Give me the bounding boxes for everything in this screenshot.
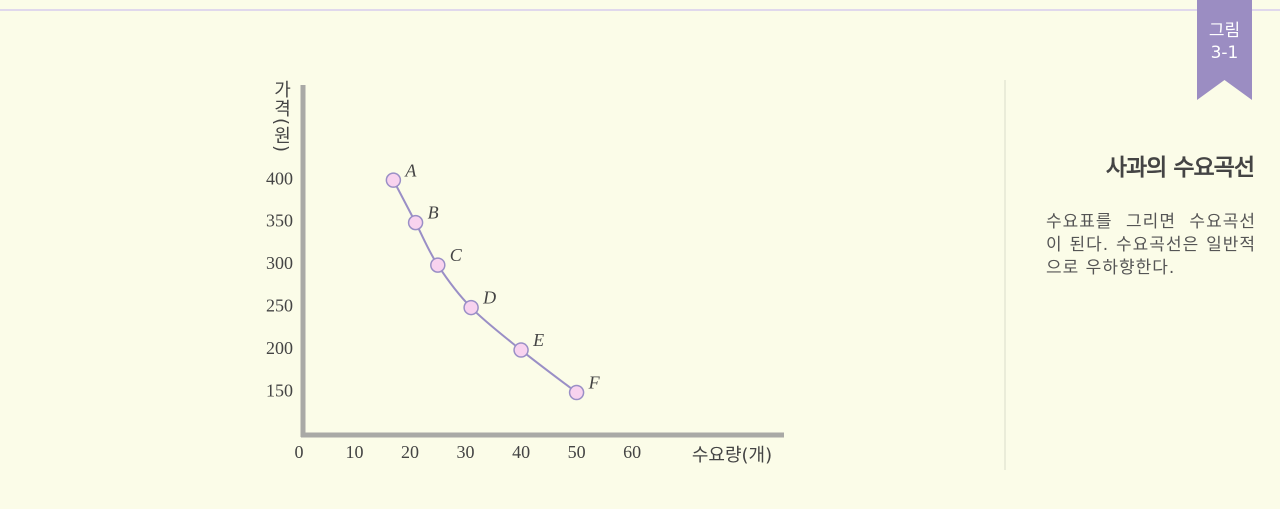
- x-tick-label: 20: [401, 442, 419, 462]
- figure-tag-line: 그림: [1208, 21, 1241, 41]
- point-label: E: [532, 330, 544, 350]
- x-tick-label: 10: [346, 442, 364, 462]
- y-tick-label: 250: [266, 296, 293, 316]
- point-label: A: [404, 160, 417, 180]
- point-label: B: [428, 203, 439, 223]
- side-title: 사과의 수요곡선: [1105, 155, 1255, 181]
- figure-tag: 그림 3-1: [1197, 20, 1252, 64]
- x-tick-label: 50: [568, 442, 586, 462]
- y-tick-label: 300: [266, 253, 293, 273]
- data-point: [568, 384, 585, 401]
- point-label: C: [450, 245, 463, 265]
- y-tick-label: 400: [266, 168, 293, 188]
- data-point: [407, 214, 424, 231]
- point-label: D: [482, 288, 496, 308]
- y-axis-label: 가격(원): [271, 80, 292, 153]
- y-tick-label: 200: [266, 338, 293, 358]
- data-point: [513, 342, 529, 358]
- figure-tag-line: 3-1: [1210, 43, 1239, 63]
- figure-ribbon: [1197, 0, 1252, 100]
- plot: 150 200 250 300 350 400 0 10 20 30 40 50 60 수요량(개) 가격(…: [266, 80, 784, 466]
- demand-curve: [392, 179, 578, 394]
- data-point: [385, 172, 402, 188]
- point-label: F: [588, 373, 601, 393]
- x-tick-label: 60: [623, 442, 641, 462]
- data-point: [463, 299, 479, 316]
- data-point: [430, 257, 446, 273]
- x-tick-label: 40: [512, 442, 530, 462]
- side-text: 수요표를 그리면 수요곡선이 된다. 수요곡선은 일반적으로 우하향한다.: [1046, 212, 1256, 278]
- x-tick-label: 30: [457, 442, 475, 462]
- x-tick-label: 0: [295, 442, 304, 462]
- x-axis-label: 수요량(개): [692, 445, 772, 466]
- y-tick-label: 350: [266, 211, 293, 231]
- y-tick-label: 150: [266, 381, 293, 401]
